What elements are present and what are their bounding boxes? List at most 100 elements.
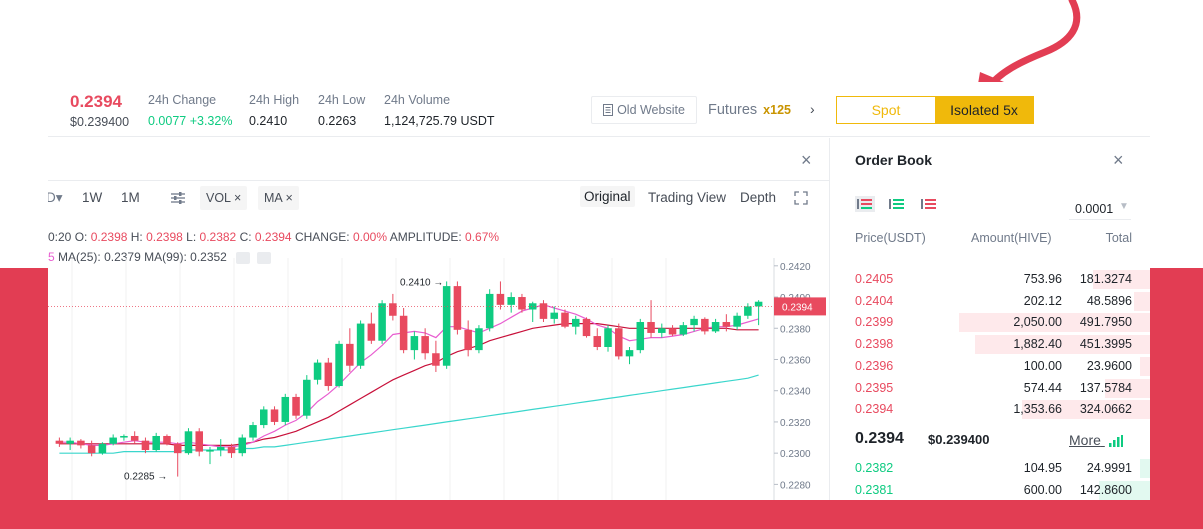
ohlc-amplitude-label: AMPLITUDE: bbox=[389, 230, 462, 244]
candle-body bbox=[66, 440, 74, 444]
ask-row[interactable]: 0.2404 202.12 48.5896 bbox=[831, 291, 1150, 313]
interval-1m[interactable]: 1M bbox=[121, 190, 140, 205]
y-tick-label: 0.2320 bbox=[780, 418, 811, 429]
document-icon bbox=[603, 104, 614, 116]
ask-row[interactable]: 0.2394 1,353.66 324.0662 bbox=[831, 399, 1150, 421]
ma99-value: 0.2352 bbox=[190, 250, 227, 264]
candle-body bbox=[571, 318, 580, 327]
candle-body bbox=[313, 362, 322, 380]
candle-body bbox=[475, 328, 483, 351]
bid-total: 142.8600 bbox=[1079, 482, 1132, 497]
high-label: 24h High bbox=[249, 93, 300, 107]
ohlc-change: 0.00% bbox=[352, 230, 388, 244]
candle-body bbox=[658, 328, 666, 333]
candle-body bbox=[582, 318, 591, 337]
precision-select[interactable]: 0.0001 ▼ bbox=[1069, 198, 1131, 220]
y-tick-label: 0.2380 bbox=[780, 324, 811, 335]
ask-row[interactable]: 0.2395 574.44 137.5784 bbox=[831, 378, 1150, 400]
ask-row[interactable]: 0.2399 2,050.00 491.7950 bbox=[831, 312, 1150, 334]
ma-indicator-tag[interactable]: MA × bbox=[258, 186, 299, 210]
candle-body bbox=[464, 329, 472, 351]
high-value: 0.2410 bbox=[249, 114, 288, 128]
candle-body bbox=[206, 450, 214, 452]
candle-body bbox=[77, 440, 85, 446]
trade-mode-switch: Spot Isolated 5x bbox=[836, 96, 1034, 124]
candle-body bbox=[528, 303, 537, 310]
ohlc-c-label: C: bbox=[239, 230, 252, 244]
spot-tab[interactable]: Spot bbox=[837, 97, 935, 123]
settings-icon[interactable] bbox=[256, 251, 271, 264]
candle-body bbox=[733, 315, 741, 327]
interval-1w[interactable]: 1W bbox=[82, 190, 103, 205]
ask-row[interactable]: 0.2405 753.96 181.3274 bbox=[831, 269, 1150, 291]
ask-depth-bar bbox=[958, 313, 1150, 333]
candle-body bbox=[130, 435, 139, 441]
chart-panel: × D▾ 1W 1M VOL × MA × Original Trading V… bbox=[48, 138, 830, 500]
chart-tab-original[interactable]: Original bbox=[580, 186, 635, 207]
isolated-margin-tab[interactable]: Isolated 5x bbox=[935, 97, 1033, 123]
candlestick-chart[interactable]: 0.24200.24000.23800.23600.23400.23200.23… bbox=[48, 258, 830, 500]
candle-body bbox=[518, 297, 526, 310]
bid-row[interactable]: 0.2381 600.00 142.8600 bbox=[831, 480, 1150, 500]
ask-depth-bar bbox=[1105, 378, 1150, 398]
old-website-button[interactable]: Old Website bbox=[591, 96, 697, 124]
candle-body bbox=[432, 353, 440, 366]
bid-row[interactable]: 0.2382 104.95 24.9991 bbox=[831, 458, 1150, 480]
candle-body bbox=[87, 445, 96, 454]
chart-tab-depth[interactable]: Depth bbox=[740, 190, 777, 205]
candle-body bbox=[615, 328, 623, 357]
candle-body bbox=[346, 343, 354, 366]
chevron-right-icon[interactable]: › bbox=[810, 101, 815, 117]
book-asks-only-icon[interactable] bbox=[919, 196, 939, 212]
volume-value: 1,124,725.79 USDT bbox=[384, 114, 495, 128]
chart-tab-tradingview[interactable]: Trading View bbox=[648, 190, 727, 205]
book-bids-only-icon[interactable] bbox=[887, 196, 907, 212]
book-both-sides-icon[interactable] bbox=[855, 196, 875, 212]
order-book-close-icon[interactable]: × bbox=[1113, 150, 1124, 170]
ask-row[interactable]: 0.2398 1,882.40 451.3995 bbox=[831, 334, 1150, 356]
candle-body bbox=[55, 440, 64, 444]
chart-close-icon[interactable]: × bbox=[801, 150, 812, 170]
low-annotation: 0.2285 → bbox=[124, 472, 167, 483]
candle-body bbox=[227, 446, 236, 454]
last-price-usd: $0.239400 bbox=[70, 115, 130, 129]
candle-body bbox=[421, 336, 429, 354]
candle-body bbox=[152, 435, 160, 451]
ohlc-readout: 0:20 O: 0.2398 H: 0.2398 L: 0.2382 C: 0.… bbox=[48, 230, 499, 244]
candle-body bbox=[679, 325, 688, 335]
candle-body bbox=[636, 322, 645, 351]
eye-icon[interactable] bbox=[236, 251, 251, 264]
ohlc-amplitude: 0.67% bbox=[465, 230, 500, 244]
futures-label: Futures bbox=[708, 102, 758, 118]
ask-price: 0.2405 bbox=[855, 272, 894, 286]
fullscreen-icon[interactable] bbox=[794, 191, 808, 205]
old-website-label: Old Website bbox=[617, 103, 685, 117]
candle-body bbox=[378, 303, 386, 341]
candle-body bbox=[173, 443, 182, 454]
interval-dropdown[interactable]: D▾ bbox=[48, 190, 63, 205]
candle-body bbox=[238, 437, 247, 454]
ma7-value: 5 bbox=[48, 250, 55, 264]
candle-body bbox=[356, 323, 365, 366]
candle-body bbox=[281, 396, 290, 422]
ma25-label: MA(25): bbox=[58, 250, 101, 264]
bid-amount: 600.00 bbox=[1023, 482, 1062, 497]
candle-body bbox=[98, 443, 107, 454]
candle-body bbox=[399, 315, 408, 351]
vol-indicator-tag[interactable]: VOL × bbox=[200, 186, 248, 210]
ask-depth-bar bbox=[1022, 400, 1150, 420]
ask-amount: 574.44 bbox=[1023, 380, 1062, 395]
futures-link[interactable]: Futures x125 bbox=[708, 102, 791, 118]
order-book: Order Book × 0.0001 ▼ Price(USDT) Amount… bbox=[831, 138, 1150, 500]
more-link[interactable]: More bbox=[1069, 432, 1123, 448]
current-price-badge bbox=[774, 297, 826, 316]
change-value: 0.0077 +3.32% bbox=[148, 114, 233, 128]
bid-depth-bar bbox=[1098, 480, 1150, 500]
ask-amount: 100.00 bbox=[1023, 358, 1062, 373]
candle-body bbox=[324, 362, 333, 387]
ask-row[interactable]: 0.2396 100.00 23.9600 bbox=[831, 356, 1150, 378]
ask-total: 451.3995 bbox=[1079, 337, 1132, 352]
settings-sliders-icon[interactable] bbox=[170, 190, 186, 206]
ask-price: 0.2395 bbox=[855, 380, 894, 395]
candle-body bbox=[260, 409, 268, 426]
